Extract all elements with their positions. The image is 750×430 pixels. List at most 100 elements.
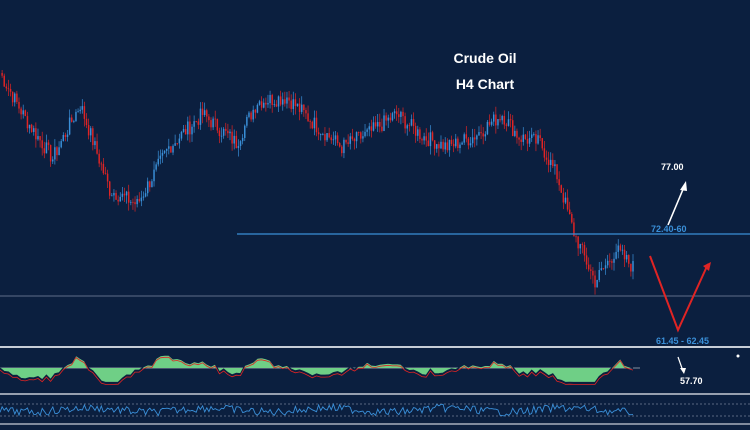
candle-body [136, 198, 138, 205]
candle-body [195, 121, 197, 122]
candle-body [467, 138, 470, 146]
candle-body [127, 191, 130, 203]
candle-body [161, 152, 164, 156]
candle-body [225, 128, 227, 131]
candle-body [535, 134, 537, 144]
candle-body [322, 134, 324, 135]
candle-body [446, 142, 449, 151]
candle-body [442, 141, 444, 150]
candle-body [530, 134, 533, 138]
candle-body [284, 99, 286, 104]
candle-body [165, 148, 168, 151]
candle-body [142, 196, 145, 198]
candle-body [3, 75, 5, 87]
candle-body [254, 109, 257, 113]
candle-body [579, 244, 581, 249]
candle-body [632, 261, 634, 272]
candle-body [292, 99, 295, 109]
candle-body [144, 193, 147, 197]
candle-body [49, 145, 52, 162]
candle-body [490, 121, 493, 125]
candle-body [431, 132, 434, 141]
candle-body [533, 134, 535, 135]
candle-body [471, 137, 474, 144]
candle-body [96, 141, 98, 154]
support-label: 61.45 - 62.45 [656, 336, 710, 346]
candle-body [575, 236, 577, 238]
candle-body [39, 136, 41, 141]
candle-body [400, 111, 402, 117]
candle-body [149, 181, 151, 188]
candle-body [199, 108, 202, 125]
candle-body [189, 121, 191, 135]
candle-body [545, 157, 548, 160]
candle-body [395, 111, 398, 115]
oscillator-histogram [0, 355, 633, 383]
candle-body [71, 117, 73, 122]
candle-body [52, 159, 54, 162]
candle-body [315, 117, 318, 133]
candle-body [417, 129, 419, 136]
candle-body [505, 124, 508, 126]
candle-body [222, 128, 225, 136]
candle-body [345, 139, 347, 143]
candle-body [349, 136, 351, 144]
candle-body [277, 96, 280, 107]
candle-body [379, 121, 381, 127]
candle-body [5, 86, 8, 89]
candle-body [598, 270, 600, 281]
candle-body [307, 113, 309, 122]
candle-body [250, 112, 252, 120]
candle-body [419, 129, 421, 140]
candle-body [623, 249, 626, 260]
candle-body [617, 245, 619, 252]
candle-body [615, 251, 617, 259]
candle-body [269, 95, 271, 104]
candle-body [54, 147, 56, 160]
candle-body [408, 125, 411, 127]
candle-body [275, 104, 278, 107]
extended-label: 57.70 [680, 376, 703, 386]
candle-body [153, 169, 155, 182]
candle-body [347, 142, 349, 144]
candle-body [47, 142, 50, 146]
candle-body [448, 139, 451, 151]
candle-body [393, 111, 396, 114]
candle-body [106, 173, 109, 182]
candle-body [537, 135, 539, 144]
candle-body [41, 140, 43, 149]
candle-body [587, 264, 590, 270]
candle-body [423, 136, 425, 141]
candle-body [85, 118, 88, 126]
candle-body [604, 265, 607, 269]
candle-body [227, 130, 229, 134]
candle-body [357, 132, 360, 133]
candle-body [303, 104, 305, 111]
candle-body [305, 110, 307, 114]
candle-body [547, 159, 550, 166]
projection-down-arrow [649, 255, 709, 333]
candle-body [562, 192, 565, 203]
candle-body [151, 181, 153, 188]
candle-body [625, 254, 628, 260]
projection-arrowhead-white-icon [680, 181, 687, 191]
candle-body [294, 99, 297, 107]
candle-body [248, 112, 250, 117]
candle-body [412, 119, 415, 127]
candle-body [391, 113, 394, 121]
candle-body [191, 126, 193, 135]
candle-body [592, 270, 594, 276]
candle-body [206, 110, 208, 117]
candle-body [30, 124, 33, 132]
candle-body [389, 117, 392, 121]
candle-body [113, 192, 115, 196]
candle-body [22, 110, 24, 115]
candle-body [60, 141, 62, 148]
candle-body [457, 138, 459, 149]
candle-body [385, 115, 387, 121]
candle-body [241, 137, 244, 142]
candle-body [463, 134, 465, 143]
candle-body [602, 268, 605, 269]
